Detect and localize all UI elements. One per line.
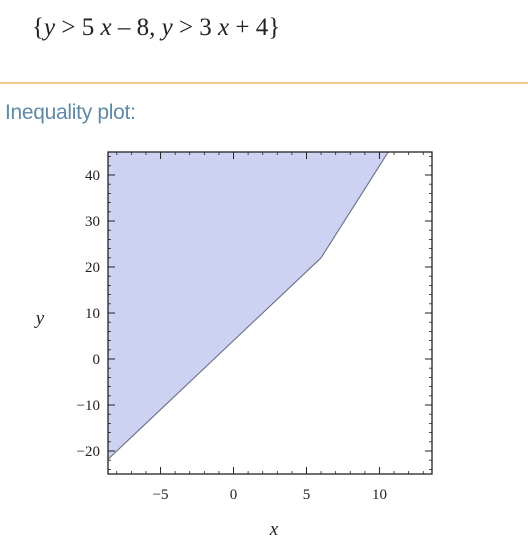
boundary-line-2 xyxy=(320,151,389,259)
ineq1-operator: > xyxy=(61,14,76,41)
y-tick-label: 0 xyxy=(93,352,101,368)
ineq2-rest: + 4 xyxy=(235,14,269,41)
y-tick-label: −20 xyxy=(77,444,100,460)
ineq1-variable: x xyxy=(100,14,112,41)
section-divider xyxy=(0,82,528,84)
open-brace: { xyxy=(32,14,44,41)
x-axis-label: x xyxy=(269,519,279,540)
x-tick-label: 10 xyxy=(372,487,387,503)
ineq1-rest: – 8, xyxy=(117,14,156,41)
feasible-region xyxy=(108,152,389,460)
x-tick-label: 0 xyxy=(230,487,238,503)
close-brace: } xyxy=(268,14,281,41)
ineq2-coefficient: 3 xyxy=(199,14,212,41)
y-tick-label: 20 xyxy=(85,260,100,276)
boundary-line-1 xyxy=(107,257,322,460)
x-tick-label: 5 xyxy=(303,487,311,503)
y-tick-label: 10 xyxy=(85,306,100,322)
y-tick-label: 40 xyxy=(85,168,100,184)
ineq2-variable: x xyxy=(218,14,230,41)
ineq2-operator: > xyxy=(178,14,194,41)
input-expression: {y > 5 x – 8, y > 3 x + 4} xyxy=(32,14,280,42)
ineq1-lhs: y xyxy=(44,14,56,41)
ineq2-lhs: y xyxy=(161,14,173,41)
section-title: Inequality plot: xyxy=(5,101,136,124)
y-tick-label: −10 xyxy=(77,398,100,414)
y-axis-label: y xyxy=(34,308,45,329)
ineq1-coefficient: 5 xyxy=(81,14,95,41)
y-tick-label: 30 xyxy=(85,214,100,230)
x-tick-label: −5 xyxy=(153,487,169,503)
